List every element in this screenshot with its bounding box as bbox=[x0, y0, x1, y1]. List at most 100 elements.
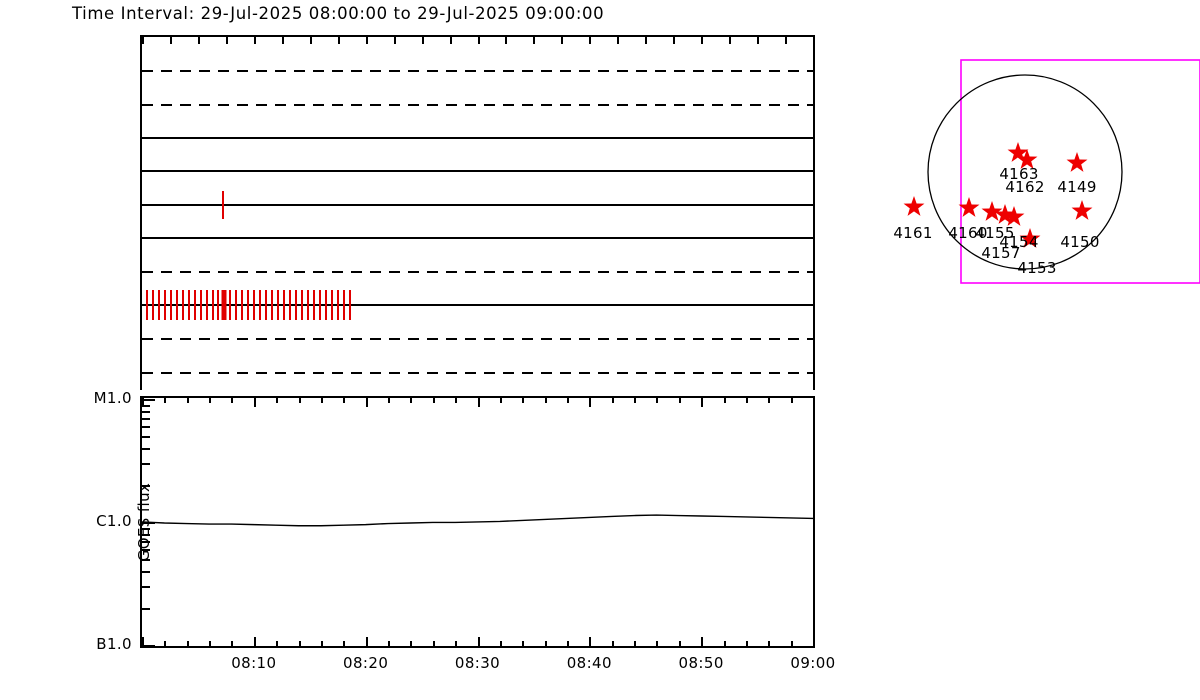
filter-top-tick bbox=[253, 37, 256, 44]
event-tick[interactable] bbox=[283, 290, 285, 320]
goes-xtick-minor bbox=[455, 641, 458, 646]
goes-xtick-top-minor bbox=[432, 398, 435, 403]
event-tick[interactable] bbox=[146, 290, 148, 320]
goes-xtick-top-minor bbox=[343, 398, 346, 403]
goes-xtick-minor bbox=[276, 641, 279, 646]
goes-ytick-minor bbox=[142, 436, 150, 439]
goes-xtick-major bbox=[589, 637, 592, 646]
goes-flux-line bbox=[141, 514, 814, 527]
goes-xtick-minor bbox=[499, 641, 502, 646]
goes-xtick-minor bbox=[634, 641, 637, 646]
event-tick[interactable] bbox=[253, 290, 255, 320]
goes-flux-curve bbox=[141, 514, 814, 527]
goes-ytick-minor bbox=[142, 549, 150, 552]
goes-xtick-top-minor bbox=[544, 398, 547, 403]
event-tick[interactable] bbox=[188, 290, 190, 320]
event-tick[interactable] bbox=[217, 290, 219, 320]
event-tick[interactable] bbox=[241, 290, 243, 320]
event-tick[interactable] bbox=[158, 290, 160, 320]
event-tick[interactable] bbox=[176, 290, 178, 320]
event-tick[interactable] bbox=[349, 290, 351, 320]
active-region-star[interactable] bbox=[1019, 228, 1041, 248]
solar-disk-graphic bbox=[903, 59, 1200, 284]
active-region-star[interactable] bbox=[1007, 142, 1029, 162]
active-region-label-4157: 4157 bbox=[981, 244, 1021, 262]
event-tick[interactable] bbox=[247, 290, 249, 320]
goes-xtick-label: 09:00 bbox=[790, 654, 836, 672]
filter-top-tick bbox=[589, 37, 592, 44]
filter-top-tick bbox=[561, 37, 564, 44]
goes-xtick-minor bbox=[790, 641, 793, 646]
event-tick[interactable] bbox=[265, 290, 267, 320]
event-tick[interactable] bbox=[343, 290, 345, 320]
goes-xtick-top-minor bbox=[231, 398, 234, 403]
active-region-star[interactable] bbox=[1016, 149, 1038, 169]
goes-xtick-top-minor bbox=[723, 398, 726, 403]
goes-xtick-minor bbox=[164, 641, 167, 646]
event-tick[interactable] bbox=[152, 290, 154, 320]
active-region-star[interactable] bbox=[958, 197, 980, 217]
event-tick[interactable] bbox=[289, 290, 291, 320]
filter-top-tick bbox=[169, 37, 172, 44]
goes-xtick-top-minor bbox=[611, 398, 614, 403]
goes-xtick-top-minor bbox=[522, 398, 525, 403]
event-tick[interactable] bbox=[295, 290, 297, 320]
filter-top-tick bbox=[813, 37, 815, 44]
event-tick[interactable] bbox=[313, 290, 315, 320]
event-tick[interactable] bbox=[301, 290, 303, 320]
event-tick[interactable] bbox=[277, 290, 279, 320]
goes-xtick-top-major bbox=[365, 398, 368, 407]
event-tick[interactable] bbox=[182, 290, 184, 320]
event-tick[interactable] bbox=[200, 290, 202, 320]
active-region-star[interactable] bbox=[903, 196, 925, 216]
event-tick[interactable] bbox=[170, 290, 172, 320]
goes-xtick-label: 08:20 bbox=[343, 654, 389, 672]
filter-row-line-gband bbox=[142, 372, 813, 374]
event-tick[interactable] bbox=[164, 290, 166, 320]
goes-xtick-minor bbox=[231, 641, 234, 646]
active-region-star[interactable] bbox=[1066, 152, 1088, 172]
goes-xtick-minor bbox=[566, 641, 569, 646]
page-title: Time Interval: 29-Jul-2025 08:00:00 to 2… bbox=[72, 4, 605, 23]
active-region-star[interactable] bbox=[1003, 206, 1025, 226]
event-tick[interactable] bbox=[229, 290, 231, 320]
active-region-label-4163: 4163 bbox=[999, 165, 1039, 183]
event-tick[interactable] bbox=[259, 290, 261, 320]
goes-xtick-top-minor bbox=[656, 398, 659, 403]
goes-ytick-minor bbox=[142, 463, 150, 466]
active-region-star[interactable] bbox=[994, 204, 1016, 224]
goes-xtick-top-minor bbox=[388, 398, 391, 403]
event-tick[interactable] bbox=[319, 290, 321, 320]
event-tick[interactable] bbox=[206, 290, 208, 320]
filter-top-tick bbox=[477, 37, 480, 44]
event-tick[interactable] bbox=[221, 290, 227, 320]
event-tick[interactable] bbox=[235, 290, 237, 320]
filter-top-tick bbox=[757, 37, 760, 44]
active-region-star[interactable] bbox=[981, 201, 1003, 221]
event-tick[interactable] bbox=[222, 191, 224, 219]
event-tick[interactable] bbox=[337, 290, 339, 320]
filter-row-line-ti_poly bbox=[142, 271, 813, 273]
event-tick[interactable] bbox=[307, 290, 309, 320]
active-region-label-4154: 4154 bbox=[999, 233, 1039, 251]
goes-xtick-label: 08:30 bbox=[454, 654, 501, 672]
solar-limb-circle bbox=[927, 74, 1123, 270]
event-tick[interactable] bbox=[331, 290, 333, 320]
goes-xtick-minor bbox=[186, 641, 189, 646]
goes-xtick-minor bbox=[723, 641, 726, 646]
event-tick[interactable] bbox=[325, 290, 327, 320]
filter-top-tick bbox=[645, 37, 648, 44]
event-tick[interactable] bbox=[212, 290, 214, 320]
goes-ytick-minor bbox=[142, 426, 150, 429]
filter-top-tick bbox=[225, 37, 228, 44]
goes-ytick-minor bbox=[142, 559, 150, 562]
goes-xtick-major bbox=[813, 637, 815, 646]
active-region-star[interactable] bbox=[1071, 200, 1093, 220]
goes-xtick-minor bbox=[656, 641, 659, 646]
goes-xtick-minor bbox=[410, 641, 413, 646]
filter-row-line-al_thick bbox=[142, 104, 813, 106]
goes-xtick-minor bbox=[388, 641, 391, 646]
event-tick[interactable] bbox=[271, 290, 273, 320]
event-tick[interactable] bbox=[194, 290, 196, 320]
goes-xtick-top-major bbox=[701, 398, 704, 407]
